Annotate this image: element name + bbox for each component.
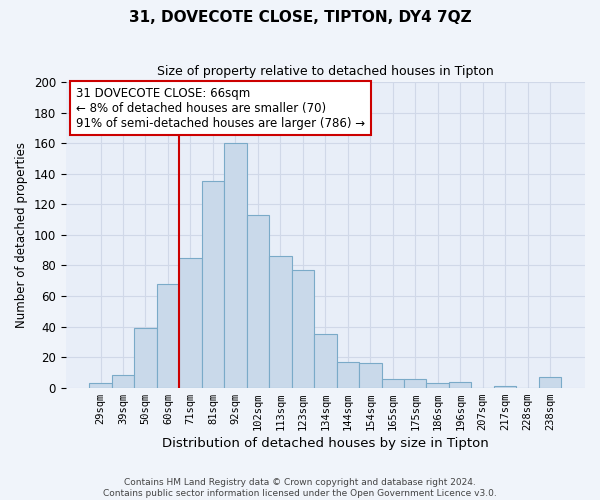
Bar	[269, 256, 292, 388]
Bar	[112, 376, 134, 388]
Text: 31 DOVECOTE CLOSE: 66sqm
← 8% of detached houses are smaller (70)
91% of semi-de: 31 DOVECOTE CLOSE: 66sqm ← 8% of detache…	[76, 86, 365, 130]
Bar	[157, 284, 179, 388]
Bar	[179, 258, 202, 388]
Bar	[427, 383, 449, 388]
Bar	[314, 334, 337, 388]
Bar	[247, 215, 269, 388]
Bar	[134, 328, 157, 388]
Bar	[404, 378, 427, 388]
Bar	[494, 386, 517, 388]
Title: Size of property relative to detached houses in Tipton: Size of property relative to detached ho…	[157, 65, 494, 78]
Bar	[337, 362, 359, 388]
Bar	[539, 377, 562, 388]
Text: 31, DOVECOTE CLOSE, TIPTON, DY4 7QZ: 31, DOVECOTE CLOSE, TIPTON, DY4 7QZ	[128, 10, 472, 25]
Bar	[382, 378, 404, 388]
Bar	[89, 383, 112, 388]
Bar	[202, 182, 224, 388]
Bar	[224, 143, 247, 388]
Y-axis label: Number of detached properties: Number of detached properties	[15, 142, 28, 328]
X-axis label: Distribution of detached houses by size in Tipton: Distribution of detached houses by size …	[162, 437, 489, 450]
Text: Contains HM Land Registry data © Crown copyright and database right 2024.
Contai: Contains HM Land Registry data © Crown c…	[103, 478, 497, 498]
Bar	[449, 382, 472, 388]
Bar	[359, 363, 382, 388]
Bar	[292, 270, 314, 388]
